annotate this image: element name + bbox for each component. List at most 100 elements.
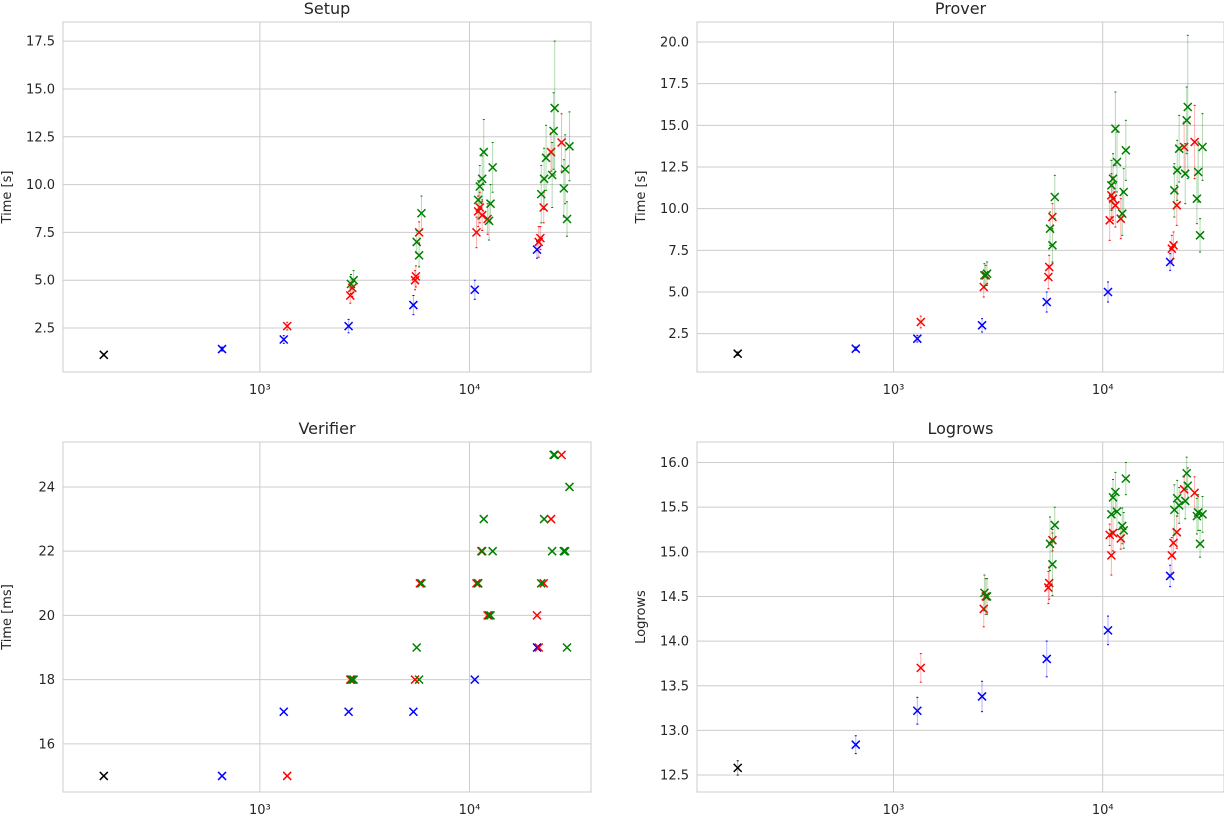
data-point (977, 691, 987, 701)
plot-frame (696, 21, 1224, 373)
data-point (550, 103, 560, 113)
data-point (483, 610, 493, 620)
data-point (1182, 468, 1192, 478)
data-point (550, 450, 560, 460)
series-black (733, 349, 743, 359)
x-tick-label: 10³ (249, 803, 271, 818)
data-point (536, 189, 546, 199)
data-point (1112, 157, 1122, 167)
data-point (1106, 550, 1116, 560)
data-point (346, 279, 356, 289)
data-point (1195, 230, 1205, 240)
data-point (217, 344, 227, 354)
data-point (546, 514, 556, 524)
data-point (1172, 493, 1182, 503)
data-point (1172, 200, 1182, 210)
y-tick-label: 18 (38, 673, 55, 688)
y-tick-label: 15.5 (660, 501, 689, 516)
y-tick-label: 16.0 (660, 456, 689, 471)
data-point (1047, 559, 1057, 569)
y-tick-label: 7.5 (34, 226, 55, 241)
y-tick-label: 15.0 (26, 82, 55, 97)
panel-prover: 2.5 5.0 7.5 10.0 12.5 15.0 17.5 20.0 10³ 10⁴ Prove… (634, 0, 1224, 398)
data-point (408, 707, 418, 717)
data-point (1190, 488, 1200, 498)
data-point (1042, 654, 1052, 664)
data-point (416, 578, 426, 588)
data-point (532, 245, 542, 255)
series-green (346, 40, 575, 295)
data-point (1110, 124, 1120, 134)
data-point (541, 153, 551, 163)
data-point (1180, 169, 1190, 179)
data-point (564, 141, 575, 151)
data-point (484, 216, 494, 226)
data-point (1110, 200, 1120, 210)
data-point (412, 642, 422, 653)
data-point (488, 546, 498, 556)
chart-title: Setup (304, 0, 351, 18)
data-point (733, 763, 743, 773)
data-point (1168, 240, 1179, 250)
data-point (1193, 167, 1203, 177)
x-tick-label: 10³ (249, 383, 271, 398)
data-point (344, 321, 354, 331)
data-point (1103, 625, 1113, 635)
series-green (346, 450, 575, 685)
data-point (851, 344, 861, 354)
data-point (547, 170, 557, 180)
data-point (562, 642, 572, 653)
data-point (560, 546, 570, 556)
data-point (1110, 487, 1120, 497)
data-point (1119, 187, 1129, 197)
data-point (1190, 137, 1200, 147)
data-point (1182, 115, 1192, 125)
plot-frame (696, 441, 1224, 793)
data-point (1108, 174, 1118, 184)
data-point (1044, 262, 1054, 272)
data-point (557, 137, 567, 148)
data-point (1103, 287, 1113, 297)
data-point (1169, 185, 1179, 195)
data-point (1050, 520, 1060, 530)
y-tick-label: 7.5 (668, 244, 689, 259)
y-tick-label: 15.0 (660, 545, 689, 560)
data-point (1047, 240, 1057, 250)
data-point (982, 269, 992, 279)
y-tick-label: 14.5 (660, 590, 689, 605)
data-point (1043, 272, 1053, 282)
data-point (851, 740, 861, 750)
data-point (414, 227, 424, 237)
data-point (479, 147, 489, 157)
x-tick-label: 10⁴ (459, 803, 481, 818)
data-point (977, 320, 987, 330)
y-tick-label: 5.0 (668, 286, 689, 301)
data-point (733, 349, 743, 359)
data-point (562, 214, 572, 224)
y-tick-label: 22 (38, 545, 55, 560)
data-point (1116, 214, 1126, 224)
data-point (477, 210, 487, 220)
y-tick-label: 16 (38, 737, 55, 752)
y-tick-label: 24 (38, 480, 55, 495)
data-point (471, 227, 482, 237)
data-point (1121, 474, 1131, 484)
data-point (912, 706, 922, 716)
data-point (916, 317, 926, 327)
data-point (488, 162, 498, 172)
y-axis-label: Time [s] (634, 171, 649, 225)
y-axis-label: Time [ms] (0, 584, 15, 651)
data-point (916, 663, 926, 673)
data-point (532, 642, 542, 653)
data-point (1108, 528, 1118, 538)
data-point (560, 164, 570, 174)
data-point (1121, 145, 1131, 155)
data-point (557, 450, 567, 460)
series-red (282, 113, 567, 331)
data-point (539, 174, 549, 184)
data-point (1179, 142, 1189, 152)
data-point (1108, 194, 1118, 204)
x-tick-label: 10⁴ (459, 383, 481, 398)
data-point (1174, 500, 1184, 510)
